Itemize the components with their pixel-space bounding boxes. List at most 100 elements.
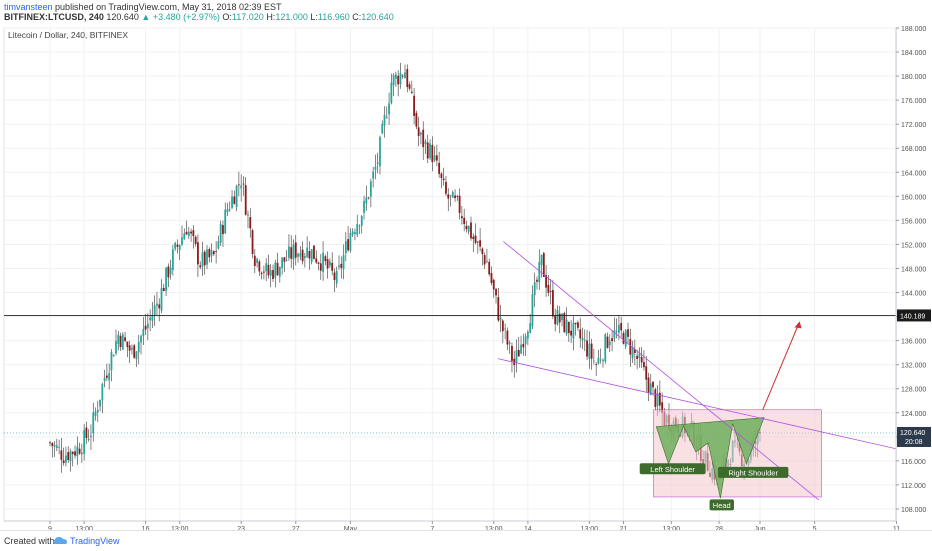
candle-down (313, 245, 315, 259)
tradingview-brand[interactable]: TradingView (70, 536, 120, 546)
price-axis[interactable]: 108.000112.000116.000120.000124.000128.0… (895, 26, 931, 521)
candle-down (620, 323, 623, 331)
candle-up (638, 353, 641, 359)
candle-down (267, 264, 270, 276)
candle-up (615, 331, 618, 333)
price-tick-label: 160.000 (901, 194, 926, 201)
candle-up (165, 267, 167, 291)
head-label: Head (713, 501, 731, 510)
candle-up (306, 247, 309, 257)
candle-up (92, 412, 95, 434)
candle-up (235, 185, 238, 208)
candle-down (401, 75, 404, 77)
candle-up (533, 282, 536, 296)
candle-down (481, 248, 484, 254)
candle-down (506, 330, 509, 345)
price-tick-label: 112.000 (901, 483, 926, 490)
candle-up (297, 253, 299, 257)
candle-up (369, 181, 372, 197)
candle-up (356, 223, 359, 235)
author-link[interactable]: timvansteen (4, 2, 53, 12)
candle-up (219, 224, 222, 243)
candle-up (274, 262, 277, 278)
price-tick-label: 176.000 (901, 98, 926, 105)
candle-up (187, 231, 190, 237)
candle-up (303, 256, 306, 258)
candle-down (124, 337, 126, 341)
candle-down (431, 144, 434, 163)
candle-up (433, 155, 436, 161)
candle-down (233, 196, 236, 205)
price-tick-label: 108.000 (901, 507, 926, 514)
candle-up (146, 323, 149, 329)
time-tick-label: 13:00 (662, 526, 680, 530)
candle-up (210, 250, 213, 256)
candle-down (590, 343, 593, 359)
candle-up (101, 383, 104, 401)
candle-up (335, 270, 338, 284)
candle-up (429, 143, 431, 159)
candle-up (499, 317, 502, 321)
o-value: 117.020 (231, 12, 264, 22)
candle-down (445, 181, 447, 194)
change-value: ▲ +3.480 (+2.97%) (141, 12, 220, 22)
l-value: 116.960 (317, 12, 350, 22)
l-label: L: (310, 12, 318, 22)
candle-down (244, 185, 247, 215)
time-tick-label: 7 (430, 526, 434, 530)
projection-arrow-head (794, 321, 802, 329)
candle-down (511, 345, 513, 361)
descending-trendline-upper[interactable] (503, 241, 819, 501)
horizontal-line-price-tag (897, 309, 931, 322)
candle-down (458, 195, 461, 213)
candle-up (372, 171, 375, 179)
candle-up (299, 253, 302, 257)
candle-up (351, 231, 354, 235)
time-axis[interactable]: 9 13:00 16 13:00 23 27 May 7 13:00 14 13:00 21 13:00… (4, 520, 900, 530)
projection-arrow-shaft[interactable] (762, 324, 799, 410)
candle-down (167, 266, 170, 278)
price-tick-label: 116.000 (901, 459, 926, 466)
candle-down (517, 350, 520, 357)
symbol-name: BITFINEX:LTCUSD, 240 (4, 12, 104, 22)
candle-up (151, 314, 154, 321)
candle-up (231, 196, 233, 208)
candle-up (137, 341, 140, 353)
candle-up (206, 249, 208, 265)
candle-down (237, 184, 240, 186)
descending-trendline-lower[interactable] (497, 358, 897, 450)
candle-down (636, 355, 639, 360)
candle-down (490, 273, 493, 284)
candle-up (217, 241, 220, 249)
candle-down (60, 450, 63, 460)
candle-down (447, 194, 450, 199)
candle-up (344, 241, 347, 254)
candle-down (438, 162, 441, 174)
price-tick-label: 156.000 (901, 218, 926, 225)
price-chart[interactable]: Litecoin / Dollar, 240, BITFINEX Left Sh… (0, 22, 932, 530)
candle-down (158, 304, 161, 309)
candle-up (524, 336, 527, 344)
candle-down (476, 241, 479, 243)
candle-down (199, 265, 202, 268)
candle-up (649, 383, 652, 396)
candle-up (561, 313, 563, 321)
candle-down (574, 322, 577, 325)
candle-up (322, 252, 324, 273)
last-price-label: 120.640 (900, 430, 925, 437)
candle-down (497, 297, 500, 321)
candle-up (160, 288, 163, 311)
candle-down (422, 129, 425, 148)
candle-down (454, 195, 456, 199)
candle-up (631, 347, 634, 359)
candle-up (76, 446, 79, 457)
left-shoulder-label: Left Shoulder (650, 465, 695, 474)
candle-down (276, 262, 279, 276)
candle-down (263, 271, 265, 273)
candle-down (260, 272, 263, 274)
candle-up (515, 350, 518, 363)
head-and-shoulders-pattern[interactable] (655, 417, 765, 499)
candle-up (390, 82, 393, 104)
candle-up (540, 254, 543, 266)
candle-up (358, 225, 361, 227)
